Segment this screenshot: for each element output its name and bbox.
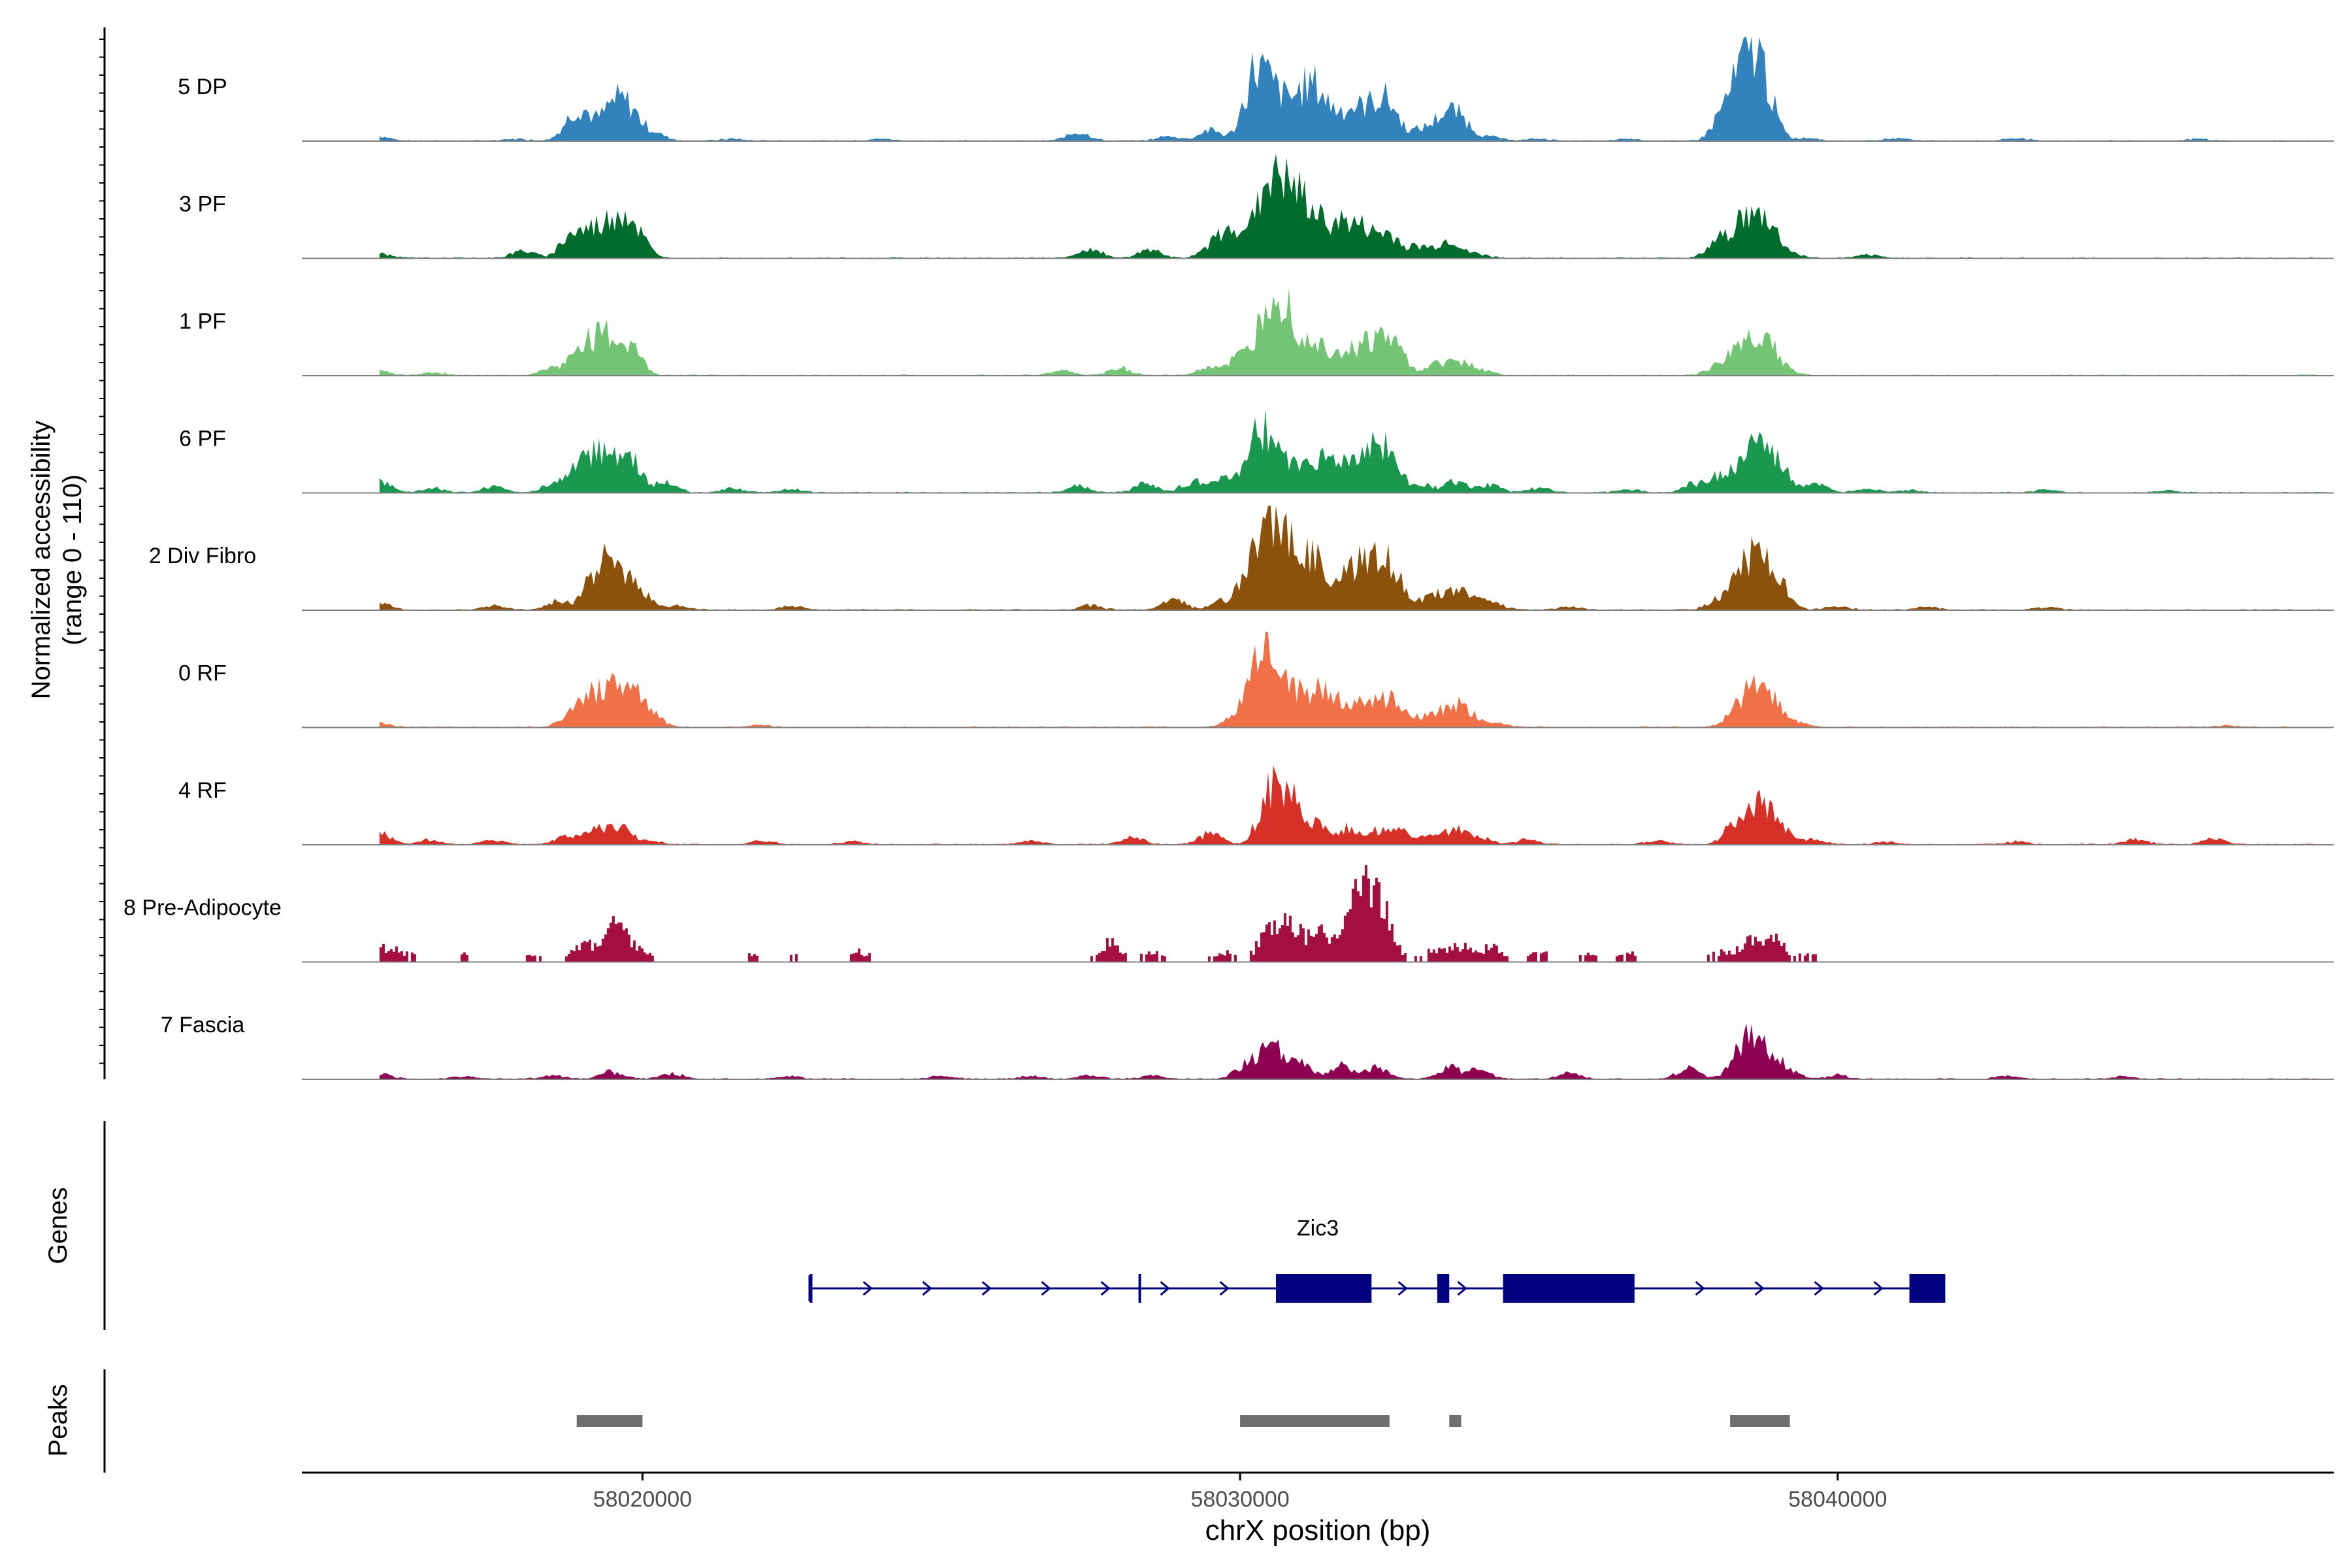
coverage-area	[379, 506, 2328, 610]
track-label: 4 RF	[178, 778, 227, 803]
coverage-area	[379, 631, 2328, 728]
track-7-fascia: 7 Fascia	[161, 1013, 2334, 1080]
y-axis-range-label: (range 0 - 110)	[58, 474, 87, 645]
track-label: 0 RF	[178, 661, 227, 686]
gene-exon	[1138, 1274, 1141, 1303]
strand-arrow	[981, 1281, 992, 1296]
peak-region	[1449, 1415, 1462, 1427]
peak-region	[576, 1415, 643, 1427]
x-tick-label: 58020000	[593, 1487, 692, 1512]
peak-regions	[576, 1415, 1790, 1427]
track-4-rf: 4 RF	[178, 765, 2334, 845]
gene-exon	[1909, 1274, 1946, 1303]
genes-panel: Genes Zic3	[44, 1121, 1946, 1330]
coverage-area	[379, 765, 2328, 845]
y-axis: Normalized accessibility (range 0 - 110)	[27, 27, 106, 1079]
track-label: 8 Pre-Adipocyte	[123, 896, 282, 921]
coverage-area	[379, 37, 2328, 141]
track-label: 3 PF	[179, 192, 226, 217]
peak-region	[1240, 1415, 1390, 1427]
strand-arrow	[1160, 1281, 1170, 1296]
track-6-pf: 6 PF	[179, 408, 2334, 494]
track-3-pf: 3 PF	[179, 154, 2334, 259]
x-tick-label: 58040000	[1788, 1487, 1887, 1512]
strand-arrow	[1695, 1281, 1705, 1296]
peaks-track-label: Peaks	[44, 1384, 73, 1456]
gene-name-label: Zic3	[1297, 1216, 1339, 1241]
coverage-area	[379, 865, 2329, 962]
coverage-area	[379, 287, 2328, 376]
track-label: 1 PF	[179, 309, 226, 334]
peak-region	[1730, 1415, 1790, 1427]
track-1-pf: 1 PF	[179, 287, 2334, 376]
gene-exon	[1437, 1274, 1450, 1303]
x-axis-title: chrX position (bp)	[1205, 1514, 1431, 1546]
strand-arrow	[862, 1281, 873, 1296]
gene-models: Zic3	[808, 1216, 1946, 1303]
track-0-rf: 0 RF	[178, 631, 2334, 728]
coverage-area	[379, 154, 2328, 259]
x-tick-label: 58030000	[1190, 1487, 1289, 1512]
gene-exon	[1503, 1274, 1635, 1303]
gene-zic3: Zic3	[808, 1216, 1946, 1303]
gene-exon	[1275, 1274, 1372, 1303]
track-5-dp: 5 DP	[178, 37, 2334, 142]
strand-arrow	[1873, 1281, 1884, 1296]
track-8-pre-adipocyte: 8 Pre-Adipocyte	[123, 865, 2334, 963]
peaks-panel: Peaks	[44, 1369, 1790, 1473]
coverage-area	[379, 1023, 2328, 1079]
coverage-tracks: 5 DP 3 PF 1 PF 6 PF 2 Div Fibro 0 RF 4 RF 8 Pre…	[123, 37, 2334, 1080]
coverage-area	[379, 408, 2328, 493]
x-axis: 58020000 58030000 58040000 chrX position (…	[302, 1471, 2334, 1546]
strand-arrow	[1814, 1281, 1824, 1296]
strand-arrow	[1397, 1281, 1408, 1296]
track-label: 7 Fascia	[161, 1013, 245, 1037]
y-axis-ticks	[99, 39, 105, 1064]
track-label: 2 Div Fibro	[149, 544, 256, 568]
x-axis-ticks: 58020000 58030000 58040000	[593, 1473, 1887, 1512]
track-2-div-fibro: 2 Div Fibro	[149, 506, 2334, 611]
genes-track-label: Genes	[44, 1187, 73, 1264]
gene-exon	[809, 1274, 813, 1303]
strand-arrow	[1219, 1281, 1230, 1296]
y-axis-title: Normalized accessibility	[27, 421, 56, 700]
strand-arrow	[1457, 1281, 1467, 1296]
strand-arrow	[1754, 1281, 1765, 1296]
track-label: 6 PF	[179, 427, 226, 451]
track-label: 5 DP	[178, 74, 227, 99]
strand-arrow	[1041, 1281, 1051, 1296]
strand-arrow	[1100, 1281, 1111, 1296]
strand-arrow	[922, 1281, 932, 1296]
